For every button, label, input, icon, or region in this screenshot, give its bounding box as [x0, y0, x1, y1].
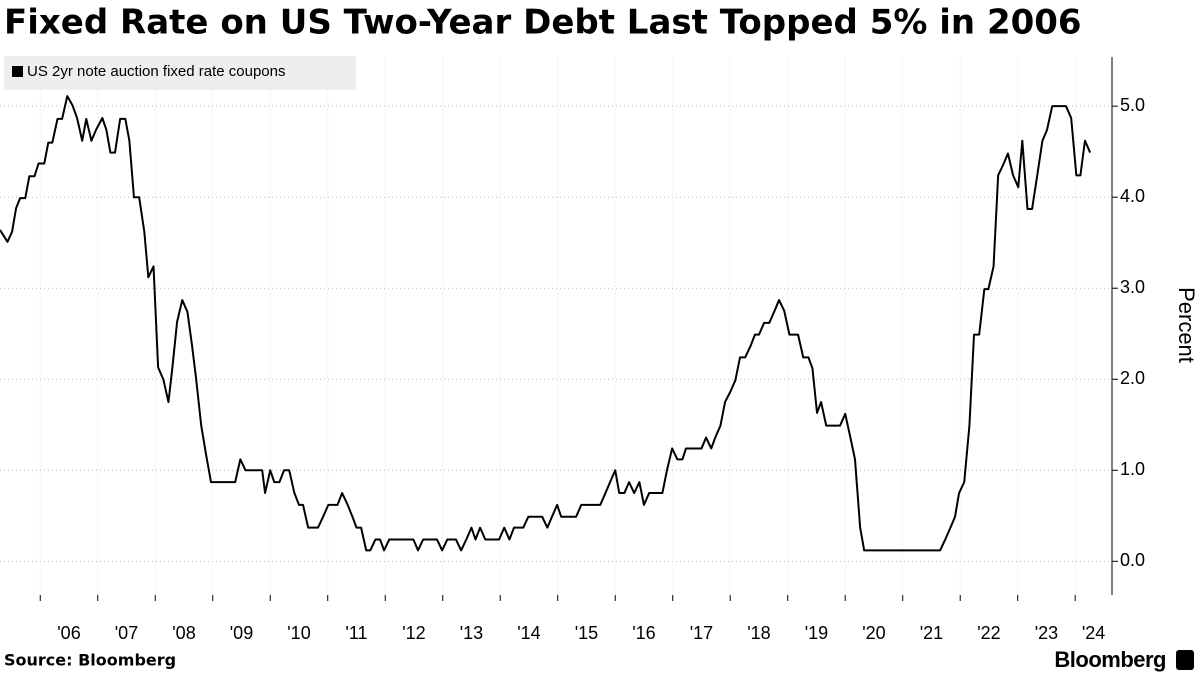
legend-swatch	[12, 66, 23, 77]
x-tick-label: '23	[1035, 623, 1058, 643]
y-tick-label: 5.0	[1120, 95, 1145, 115]
y-tick-label: 3.0	[1120, 277, 1145, 297]
y-tick-label: 0.0	[1120, 550, 1145, 570]
x-tick-label: '14	[517, 623, 540, 643]
source: Source: Bloomberg	[4, 651, 176, 670]
x-tick-label: '19	[805, 623, 828, 643]
x-tick-label: '12	[402, 623, 425, 643]
y-tick-label: 1.0	[1120, 459, 1145, 479]
x-tick-label: '08	[172, 623, 195, 643]
x-tick-label: '11	[345, 623, 367, 643]
x-tick-label: '24	[1082, 623, 1105, 643]
x-tick-label: '22	[977, 623, 1000, 643]
legend-box	[4, 56, 356, 90]
x-tick-label: '09	[230, 623, 253, 643]
y-tick-label: 2.0	[1120, 368, 1145, 388]
x-tick-label: '20	[862, 623, 885, 643]
legend-label: US 2yr note auction fixed rate coupons	[27, 63, 286, 80]
brand-icon	[1176, 650, 1194, 670]
x-tick-label: '21	[920, 623, 943, 643]
x-tick-label: '17	[690, 623, 713, 643]
x-tick-label: '13	[460, 623, 483, 643]
x-tick-label: '15	[575, 623, 598, 643]
y-tick-label: 4.0	[1120, 186, 1145, 206]
y-axis-label: Percent	[1174, 287, 1199, 363]
chart-title: Fixed Rate on US Two-Year Debt Last Topp…	[4, 3, 1082, 43]
x-tick-label: '06	[57, 623, 80, 643]
brand: Bloomberg	[1054, 647, 1166, 672]
x-tick-label: '18	[747, 623, 770, 643]
data-line	[0, 95, 1092, 552]
x-tick-label: '10	[287, 623, 310, 643]
x-tick-label: '07	[115, 623, 138, 643]
x-tick-label: '16	[632, 623, 655, 643]
